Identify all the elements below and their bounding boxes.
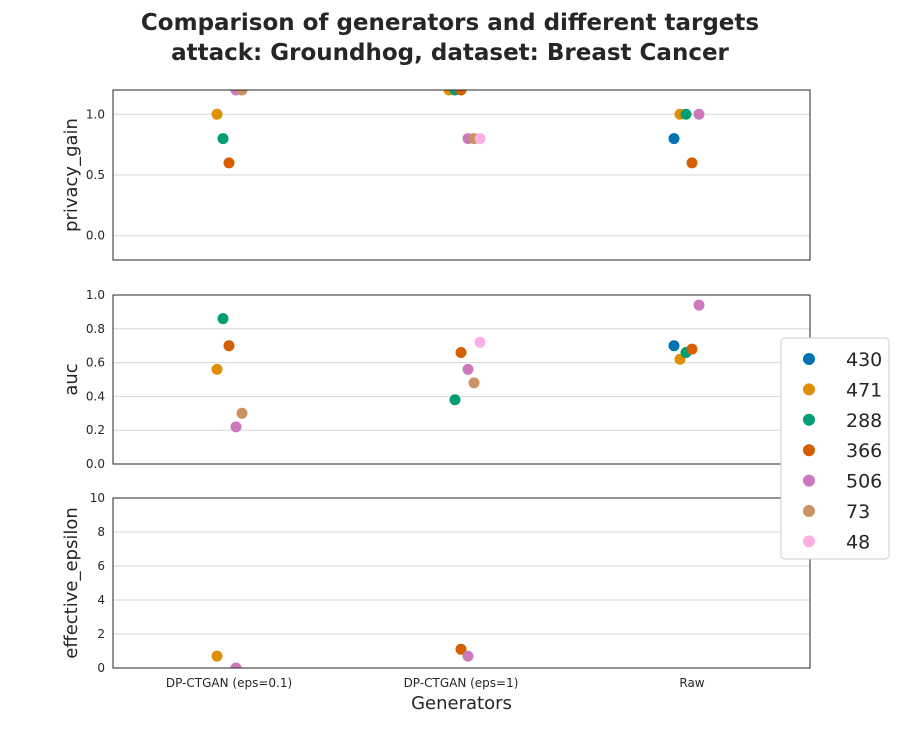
legend-label: 48 (846, 531, 870, 553)
point-288 (449, 394, 461, 406)
y-tick-label: 4 (97, 593, 105, 607)
y-axis-label: auc (61, 363, 82, 395)
y-tick-label: 0.5 (86, 168, 105, 182)
legend: 430 471 288 366 506 73 48 (780, 337, 890, 560)
x-axis-label: Generators (411, 693, 512, 714)
legend-label: 73 (846, 501, 870, 523)
y-tick-label: 0 (97, 661, 105, 675)
point-366 (223, 340, 235, 352)
plot-frame (112, 294, 811, 465)
point-430 (668, 133, 680, 145)
legend-marker-48 (803, 535, 815, 548)
plot-frame (112, 89, 811, 261)
point-471 (211, 363, 223, 375)
point-288 (217, 133, 229, 145)
point-366 (686, 343, 698, 355)
point-430 (668, 340, 680, 352)
point-288 (680, 108, 692, 120)
point-288 (217, 313, 229, 325)
point-506 (693, 108, 705, 120)
point-73 (236, 90, 248, 96)
legend-marker-73 (803, 505, 815, 517)
y-tick-label: 1.0 (86, 107, 105, 121)
points-group (211, 299, 705, 433)
points-group (211, 90, 705, 169)
point-48 (474, 133, 486, 145)
y-tick-label: 0.4 (86, 389, 105, 403)
chart-title: Comparison of generators and different t… (140, 10, 760, 36)
x-tick-label: DP-CTGAN (eps=0.1) (166, 676, 292, 690)
legend-label: 471 (846, 379, 882, 401)
point-366 (455, 643, 467, 655)
y-tick-label: 0.8 (86, 322, 105, 336)
y-tick-label: 0.0 (86, 457, 105, 471)
plot-frame (112, 497, 811, 669)
legend-marker-366 (803, 444, 815, 457)
y-axis-label: effective_epsilon (61, 507, 82, 659)
legend-label: 506 (846, 471, 882, 493)
point-366 (455, 346, 467, 358)
point-366 (686, 157, 698, 169)
legend-marker-430 (803, 353, 815, 365)
y-tick-label: 8 (97, 525, 105, 539)
point-73 (468, 377, 480, 389)
legend-marker-506 (803, 474, 815, 487)
point-506 (230, 421, 242, 433)
y-tick-label: 2 (97, 627, 105, 641)
y-tick-label: 10 (90, 491, 105, 505)
point-506 (462, 650, 474, 662)
y-tick-label: 0.0 (86, 229, 105, 243)
point-73 (236, 407, 248, 419)
legend-label: 288 (846, 410, 882, 432)
y-axis-label: privacy_gain (61, 118, 82, 232)
point-471 (211, 108, 223, 120)
legend-marker-471 (803, 383, 815, 396)
chart-panels: 0.0 0.5 1.0 privacy_gain 0.0 0.2 0.4 0.6 0.8 1.0 a… (61, 89, 811, 714)
x-tick-label: Raw (679, 676, 704, 690)
legend-marker-288 (803, 413, 815, 426)
point-506 (693, 299, 705, 311)
panel-privacy_gain: 0.0 0.5 1.0 privacy_gain (61, 89, 811, 261)
point-471 (211, 650, 223, 662)
panel-effective_epsilon: 0 2 4 6 8 10 effective_epsilon DP-CTGAN (eps=0.… (61, 491, 811, 714)
point-366 (223, 157, 235, 169)
point-506 (230, 662, 242, 668)
point-506 (462, 363, 474, 375)
chart-subtitle: attack: Groundhog, dataset: Breast Cance… (171, 40, 729, 66)
y-tick-label: 6 (97, 559, 105, 573)
point-366 (455, 90, 467, 96)
x-tick-label: DP-CTGAN (eps=1) (404, 676, 519, 690)
y-tick-label: 0.6 (86, 356, 105, 370)
y-tick-label: 1.0 (86, 288, 105, 302)
legend-label: 430 (846, 349, 882, 371)
panel-auc: 0.0 0.2 0.4 0.6 0.8 1.0 auc (61, 288, 811, 471)
point-48 (474, 336, 486, 348)
points-group (211, 643, 474, 668)
y-tick-label: 0.2 (86, 423, 105, 437)
legend-label: 366 (846, 440, 882, 462)
